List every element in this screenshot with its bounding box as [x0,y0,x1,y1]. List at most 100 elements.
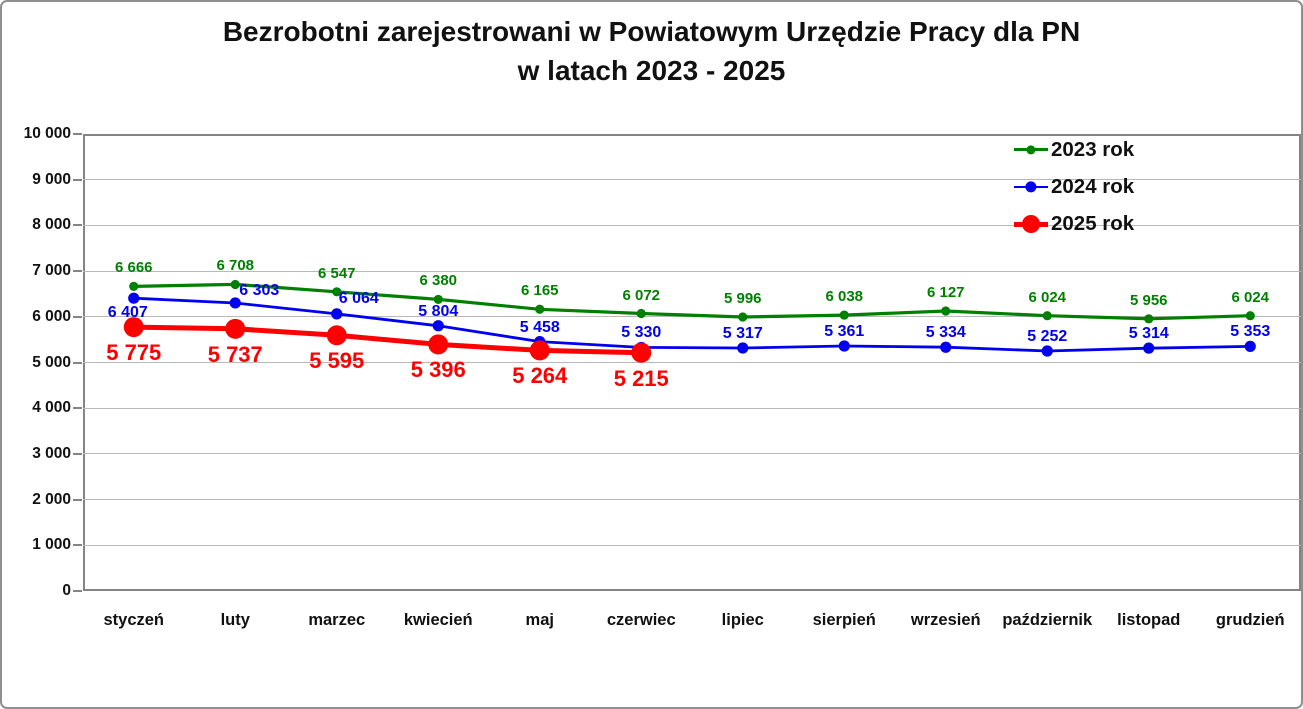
series-line-2023-rok [132,282,1252,321]
y-axis-tick [73,224,82,227]
data-point-marker [636,308,646,319]
data-label: 6 127 [926,283,965,301]
data-point-marker [331,308,343,320]
gridline [83,407,1301,409]
data-point-marker [529,340,550,361]
gridline [83,179,1301,181]
data-point-marker [631,342,652,363]
y-axis-tick [73,544,82,547]
data-point-marker [326,325,347,346]
y-axis-tick [73,407,82,410]
data-point-marker [433,294,443,305]
x-axis-label: kwiecień [403,611,473,629]
data-label: 5 361 [824,323,865,340]
data-label: 5 252 [1027,327,1068,345]
y-axis-label: 10 000 [23,125,71,142]
gridline [83,362,1301,363]
data-label: 6 380 [419,272,458,290]
data-label: 5 264 [512,363,568,389]
data-label: 5 215 [613,365,669,391]
gridline [83,544,1301,546]
data-label: 6 038 [825,288,864,306]
data-label: 6 024 [1231,288,1270,306]
data-label: 5 996 [723,289,762,307]
data-label: 5 330 [621,324,662,342]
data-point-marker [1244,340,1256,352]
data-label: 5 317 [722,325,763,342]
data-label: 6 072 [622,286,661,304]
data-label: 5 314 [1128,325,1169,343]
gridline [83,224,1301,226]
data-label: 5 737 [207,341,263,367]
data-label: 6 064 [338,289,379,307]
data-point-marker [428,334,449,355]
x-axis-label: marzec [308,611,366,629]
data-point-marker [738,312,748,322]
data-point-marker [1042,311,1052,321]
legend-dot-icon [1022,215,1040,234]
data-label: 6 666 [114,259,153,277]
y-axis-label: 4 000 [32,399,71,417]
y-axis-label: 8 000 [32,216,71,234]
data-point-marker [838,340,850,352]
y-axis-label: 3 000 [32,444,71,462]
data-label: 5 804 [418,302,459,320]
data-point-marker [839,310,849,320]
x-axis-label: listopad [1117,611,1181,629]
data-label: 6 407 [107,304,148,322]
x-axis-label: wrzesień [910,611,981,629]
data-point-marker [128,292,140,304]
data-label: 5 458 [519,318,560,336]
y-axis-tick [73,452,82,455]
y-axis-label: 9 000 [32,170,71,188]
series-line-2025-rok [131,324,644,356]
chart-title-line2: w latach 2023 - 2025 [517,55,786,86]
legend-label: 2023 rok [1051,137,1135,161]
y-axis-tick [73,498,82,501]
y-axis-label: 0 [62,582,71,599]
data-label: 5 595 [309,348,365,374]
chart-title: Bezrobotni zarejestrowani w Powiatowym U… [2,12,1301,90]
data-label: 5 334 [925,324,966,342]
data-label: 6 708 [216,257,255,275]
y-axis-tick [73,361,82,364]
legend: 2023 rok 2024 rok 2025 rok [1014,131,1134,243]
data-point-marker [1245,311,1255,321]
data-point-marker [737,342,749,354]
legend-line-marker [1014,215,1048,234]
x-axis-label: lipiec [721,611,764,629]
x-axis-label: grudzień [1215,611,1285,629]
data-label: 6 303 [239,281,280,299]
y-axis-tick [73,315,82,318]
legend-item-2024-rok: 2024 rok [1014,168,1134,205]
data-point-marker [940,341,952,353]
legend-dot-icon [1025,181,1037,193]
data-point-marker [1143,342,1155,354]
legend-line-marker [1014,181,1048,193]
x-axis-label: sierpień [812,611,876,629]
data-point-marker [123,317,144,338]
data-label: 6 547 [317,264,356,282]
data-point-marker [432,320,444,332]
y-axis-label: 7 000 [32,262,71,280]
y-axis-tick [73,590,82,592]
data-label: 6 024 [1028,288,1067,306]
data-point-marker [230,279,240,290]
legend-dot-icon [1026,145,1036,155]
series-line-2024-rok [132,296,1252,353]
y-axis-label: 2 000 [32,490,71,508]
legend-item-2025-rok: 2025 rok [1014,206,1134,243]
legend-item-2023-rok: 2023 rok [1014,131,1134,168]
data-label: 5 775 [106,340,162,366]
y-axis-label: 5 000 [32,353,71,371]
legend-line-marker [1014,145,1048,155]
data-point-marker [535,304,545,314]
data-point-marker [1144,314,1154,324]
data-point-marker [941,306,951,316]
y-axis-tick [73,178,82,181]
gridline [83,453,1301,455]
gridline [83,499,1301,501]
x-axis-label: czerwiec [606,611,676,629]
